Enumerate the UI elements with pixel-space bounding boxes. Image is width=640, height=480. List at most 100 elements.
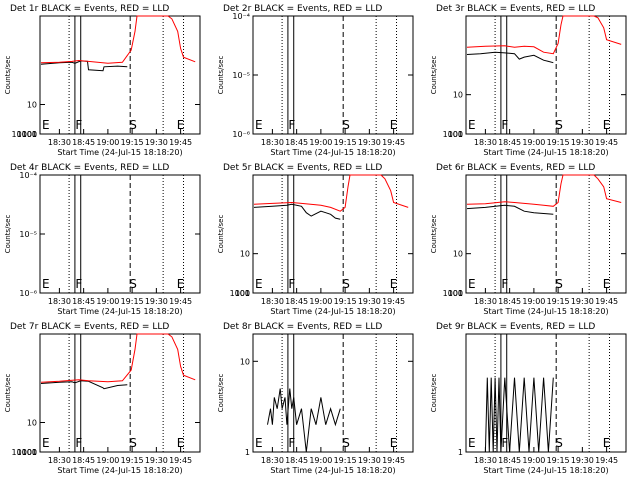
x-tick-label: 19:45 [382, 297, 405, 306]
series-lld [253, 174, 409, 212]
x-tick-label: 19:45 [169, 456, 192, 465]
marker-label: F [75, 118, 82, 132]
marker-label: S [342, 277, 350, 291]
x-tick-label: 19:30 [145, 456, 168, 465]
y-tick-label: 10 [240, 250, 250, 259]
series-events [466, 204, 554, 215]
x-tick-label: 18:30 [261, 297, 284, 306]
x-tick-label: 18:45 [72, 456, 95, 465]
panel-title: Det 2r BLACK = Events, RED = LLD [223, 4, 382, 14]
y-tick-label: 1000 [443, 130, 463, 139]
x-axis-label: Start Time (24-Jul-15 18:18:20) [270, 466, 395, 475]
series-lld [466, 174, 622, 207]
marker-label: S [555, 277, 563, 291]
panel-det-1r: Det 1r BLACK = Events, RED = LLD Counts/s… [4, 4, 201, 157]
x-axis-label: Start Time (24-Jul-15 18:18:20) [57, 466, 182, 475]
x-tick-label: 19:00 [309, 297, 332, 306]
marker-label: S [555, 118, 563, 132]
x-axis-label: Start Time (24-Jul-15 18:18:20) [270, 148, 395, 157]
x-tick-label: 19:15 [547, 138, 570, 147]
marker-label: S [555, 436, 563, 450]
x-tick-label: 19:30 [358, 456, 381, 465]
marker-label: E [177, 436, 185, 450]
y-tick-label: 10000 [12, 130, 37, 139]
y-tick-label: 100 [235, 289, 250, 298]
x-tick-label: 19:45 [595, 138, 618, 147]
x-tick-label: 19:30 [145, 138, 168, 147]
y-axis-label: Counts/sec [4, 56, 12, 95]
panel-title: Det 9r BLACK = Events, RED = LLD [436, 322, 595, 332]
x-tick-label: 18:45 [72, 138, 95, 147]
y-tick-label: 1000 [17, 130, 37, 139]
y-tick-label: 100 [22, 448, 37, 457]
x-tick-label: 19:00 [96, 297, 119, 306]
y-tick-label: 1000 [17, 448, 37, 457]
plot-frame [465, 333, 627, 453]
y-axis-label: Counts/sec [217, 374, 225, 413]
y-tick-label: 1 [458, 448, 463, 457]
marker-label: E [603, 118, 611, 132]
marker-label: F [501, 118, 508, 132]
panel-title: Det 5r BLACK = Events, RED = LLD [223, 163, 382, 173]
y-tick-label: 10 [453, 250, 463, 259]
x-tick-label: 19:15 [547, 456, 570, 465]
panel-title: Det 8r BLACK = Events, RED = LLD [223, 322, 382, 332]
x-tick-label: 19:45 [169, 138, 192, 147]
x-tick-label: 19:30 [571, 297, 594, 306]
panel-det-5r: Det 5r BLACK = Events, RED = LLD Counts/s… [217, 163, 414, 316]
x-tick-label: 19:30 [358, 297, 381, 306]
x-tick-label: 18:30 [48, 138, 71, 147]
y-tick-label: 10⁻⁵ [232, 71, 250, 80]
series-events [466, 51, 554, 64]
marker-label: S [342, 118, 350, 132]
y-tick-label: 10 [453, 91, 463, 100]
x-tick-label: 18:45 [285, 456, 308, 465]
x-axis-label: Start Time (24-Jul-15 18:18:20) [483, 466, 608, 475]
y-tick-label: 1 [32, 448, 37, 457]
y-tick-label: 1 [245, 289, 250, 298]
x-tick-label: 19:00 [522, 456, 545, 465]
y-tick-label: 10⁻⁶ [19, 289, 37, 298]
x-tick-label: 18:30 [261, 456, 284, 465]
x-tick-label: 19:30 [145, 297, 168, 306]
marker-label: F [75, 436, 82, 450]
series-events [484, 377, 554, 453]
y-tick-label: 10⁻⁵ [19, 230, 37, 239]
x-tick-label: 18:45 [498, 138, 521, 147]
x-tick-label: 19:45 [382, 456, 405, 465]
panel-title: Det 3r BLACK = Events, RED = LLD [436, 4, 595, 14]
y-axis-label: Counts/sec [430, 56, 438, 95]
panel-det-6r: Det 6r BLACK = Events, RED = LLD Counts/s… [430, 163, 627, 316]
plot-frame [252, 15, 414, 135]
marker-label: E [390, 118, 398, 132]
x-tick-label: 19:15 [334, 456, 357, 465]
panel-title: Det 6r BLACK = Events, RED = LLD [436, 163, 595, 173]
x-tick-label: 18:30 [474, 456, 497, 465]
marker-label: E [255, 436, 263, 450]
y-axis-label: Counts/sec [4, 374, 12, 413]
x-tick-label: 19:45 [382, 138, 405, 147]
marker-label: E [42, 436, 50, 450]
y-tick-label: 1000 [230, 289, 250, 298]
marker-label: E [390, 436, 398, 450]
marker-label: F [501, 277, 508, 291]
x-tick-label: 19:30 [571, 456, 594, 465]
y-tick-label: 10000 [12, 448, 37, 457]
panel-title: Det 4r BLACK = Events, RED = LLD [10, 163, 169, 173]
marker-label: E [468, 118, 476, 132]
marker-label: E [603, 277, 611, 291]
x-tick-label: 19:30 [358, 138, 381, 147]
y-tick-label: 100 [448, 130, 463, 139]
series-events [40, 380, 128, 390]
marker-label: E [603, 436, 611, 450]
marker-label: S [129, 436, 137, 450]
x-tick-label: 19:45 [595, 297, 618, 306]
x-tick-label: 19:15 [547, 297, 570, 306]
x-tick-label: 18:45 [498, 297, 521, 306]
x-tick-label: 18:30 [48, 456, 71, 465]
y-axis-label: Counts/sec [430, 374, 438, 413]
x-tick-label: 18:30 [48, 297, 71, 306]
plot-frame [39, 333, 201, 453]
y-tick-label: 10⁻⁴ [232, 12, 250, 21]
